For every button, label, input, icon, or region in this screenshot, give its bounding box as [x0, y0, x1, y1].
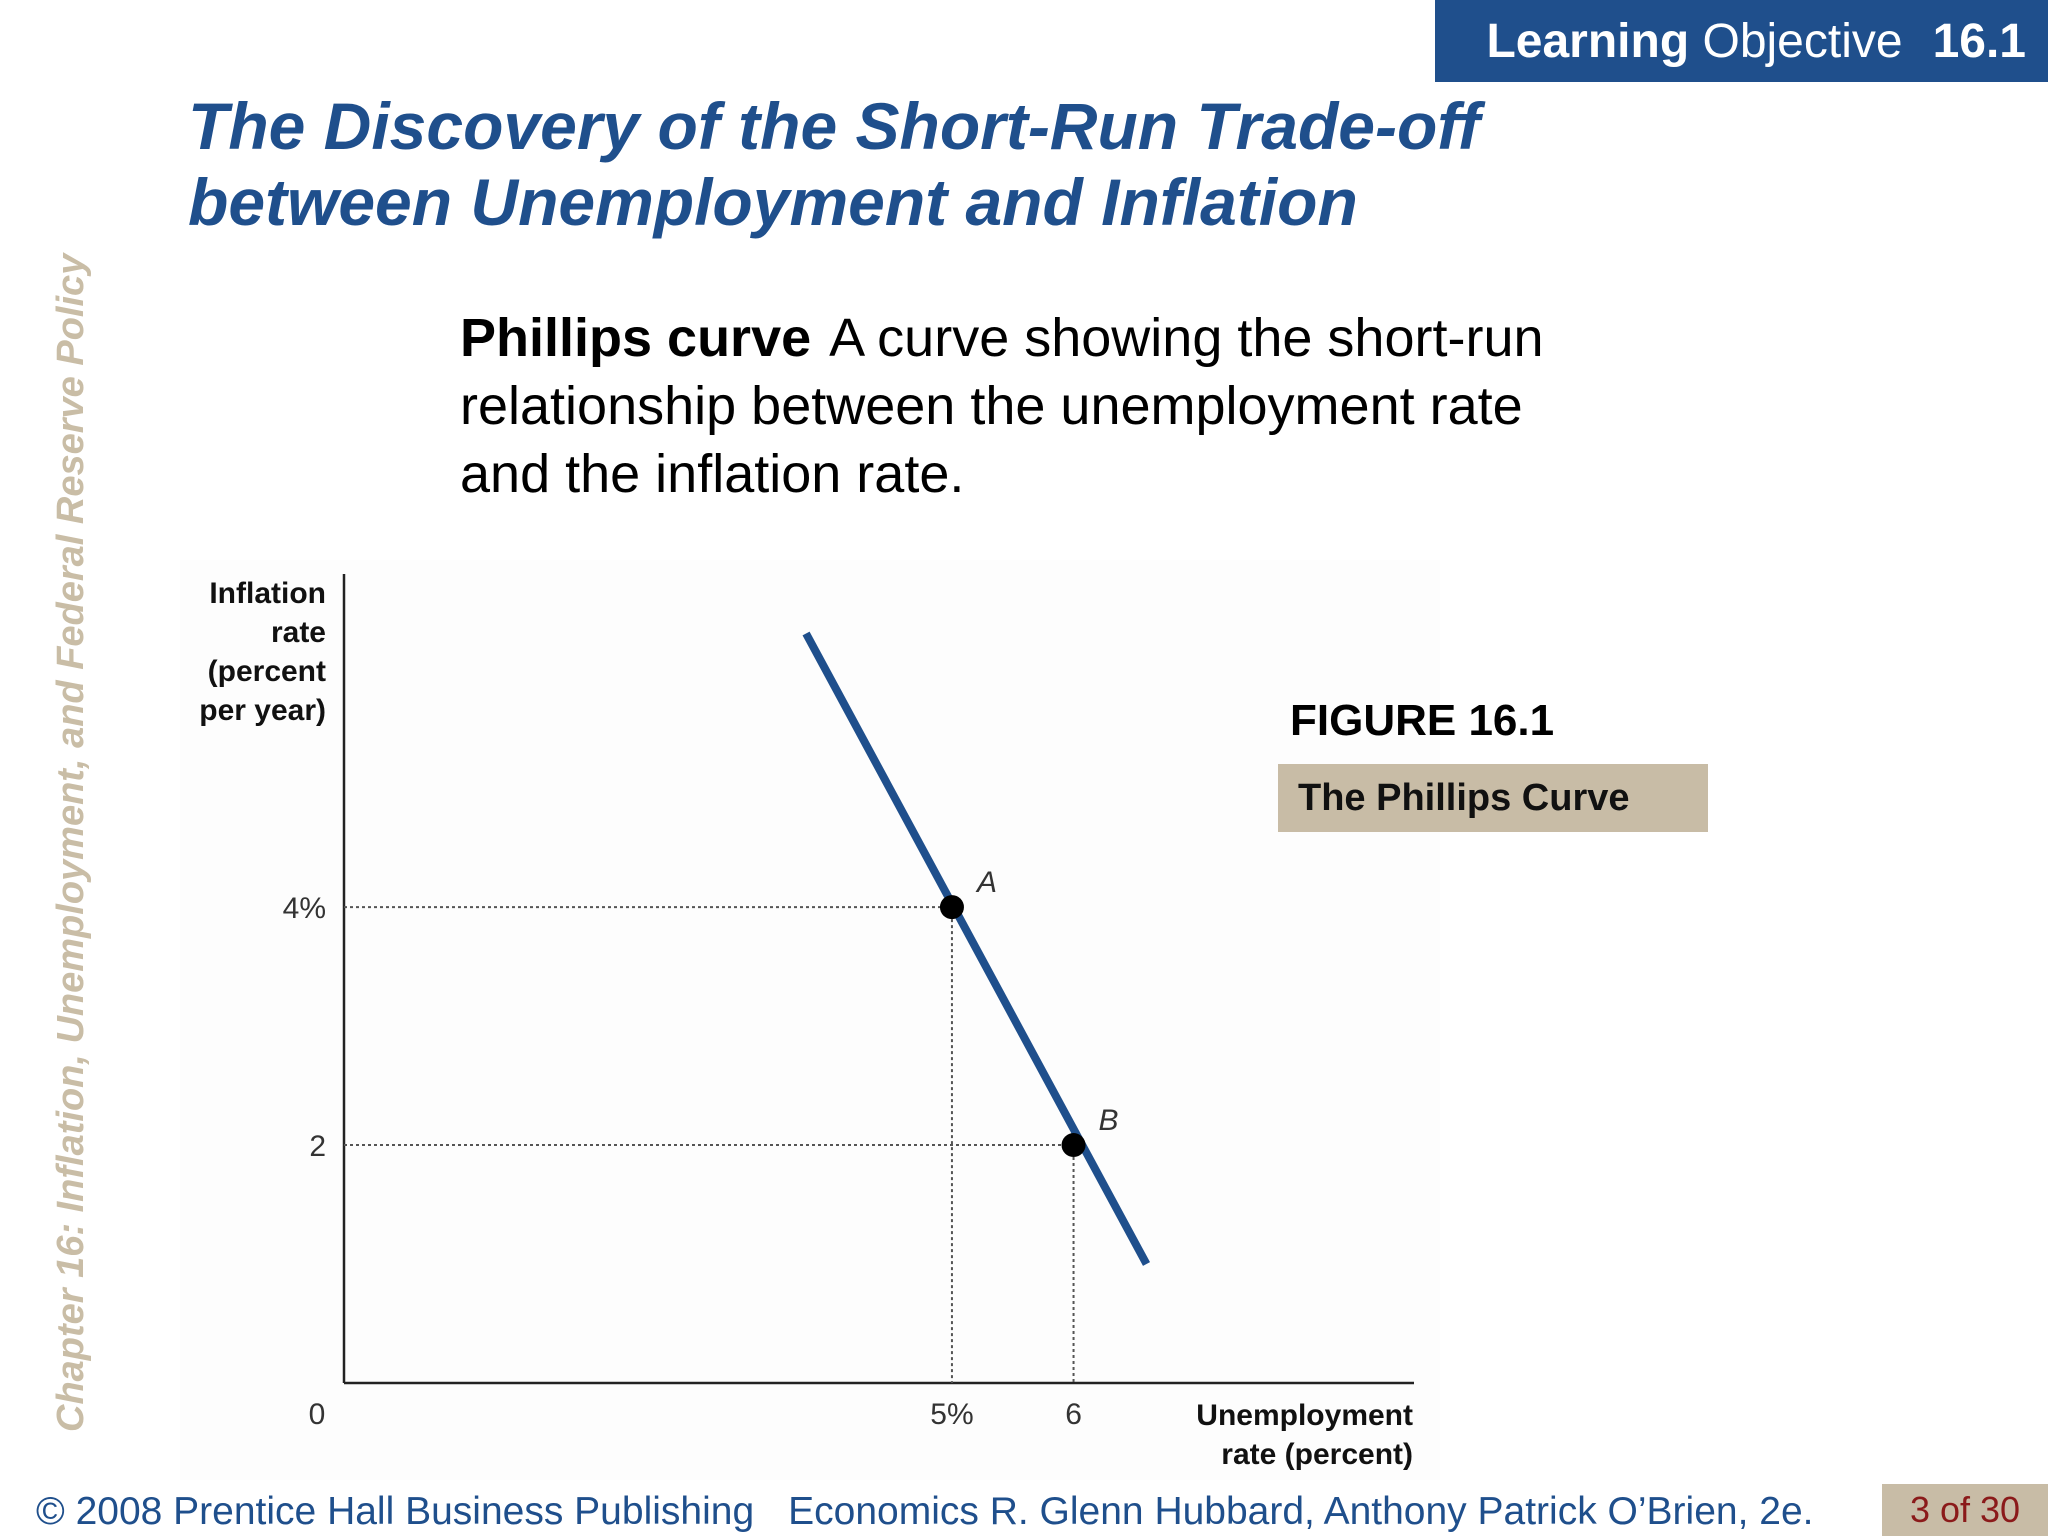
learning-objective-banner: Learning Objective 16.1 [1435, 0, 2048, 82]
lo-word-learning: Learning [1486, 14, 1690, 68]
slide-title-line-1: The Discovery of the Short-Run Trade-off [188, 89, 1481, 163]
x-axis-label: Unemployment [1196, 1399, 1413, 1432]
slide-title-line-2: between Unemployment and Inflation [188, 165, 1358, 239]
page-number: 3 of 30 [1882, 1484, 2048, 1536]
phillips-curve-line [802, 631, 1151, 1266]
y-axis-label: rate [271, 616, 326, 649]
origin-label: 0 [309, 1398, 326, 1431]
definition-term: Phillips curve [460, 308, 812, 368]
x-tick-label: 6 [1065, 1398, 1082, 1431]
point-label-b: B [1099, 1104, 1119, 1137]
chart-background [180, 560, 1440, 1480]
y-axis-label: per year) [199, 694, 326, 727]
footer-book: Economics R. Glenn Hubbard, Anthony Patr… [788, 1490, 1814, 1533]
point-label-a: A [975, 866, 997, 899]
y-axis-label: Inflation [209, 577, 326, 610]
footer-copyright: © 2008 Prentice Hall Business Publishing [36, 1490, 755, 1533]
x-tick-label: 5% [930, 1398, 973, 1431]
point-a [939, 895, 964, 920]
y-tick-label: 2 [309, 1130, 326, 1163]
x-axis-label: rate (percent) [1221, 1438, 1413, 1471]
point-b [1061, 1133, 1086, 1158]
figure-label: FIGURE 16.1 [1290, 696, 1555, 745]
figure-caption: The Phillips Curve [1278, 764, 1708, 832]
slide-title: The Discovery of the Short-Run Trade-off… [188, 88, 1688, 240]
definition-block: Phillips curve A curve showing the short-… [460, 304, 1620, 508]
definition-text: A curve showing the short-run relationsh… [460, 308, 1544, 504]
lo-word-objective: Objective [1702, 14, 1903, 68]
y-tick-label: 4% [283, 892, 326, 925]
footer: © 2008 Prentice Hall Business Publishing… [36, 1490, 1847, 1534]
lo-number: 16.1 [1932, 14, 2026, 68]
y-axis-label: (percent [208, 655, 326, 688]
